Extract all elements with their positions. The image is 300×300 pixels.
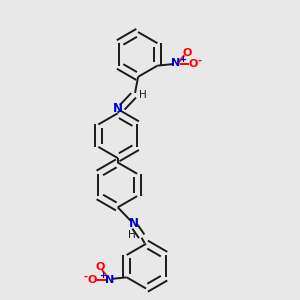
Text: -: -	[84, 272, 88, 282]
Text: O: O	[87, 275, 97, 285]
Text: N: N	[171, 58, 180, 68]
Text: +: +	[99, 271, 106, 280]
Text: O: O	[189, 58, 198, 69]
Text: H: H	[128, 230, 136, 240]
Text: H: H	[139, 90, 146, 100]
Text: O: O	[95, 262, 104, 272]
Text: O: O	[182, 48, 191, 58]
Text: -: -	[197, 56, 201, 66]
Text: N: N	[129, 217, 139, 230]
Text: N: N	[113, 102, 123, 115]
Text: +: +	[179, 55, 186, 64]
Text: N: N	[105, 275, 114, 285]
